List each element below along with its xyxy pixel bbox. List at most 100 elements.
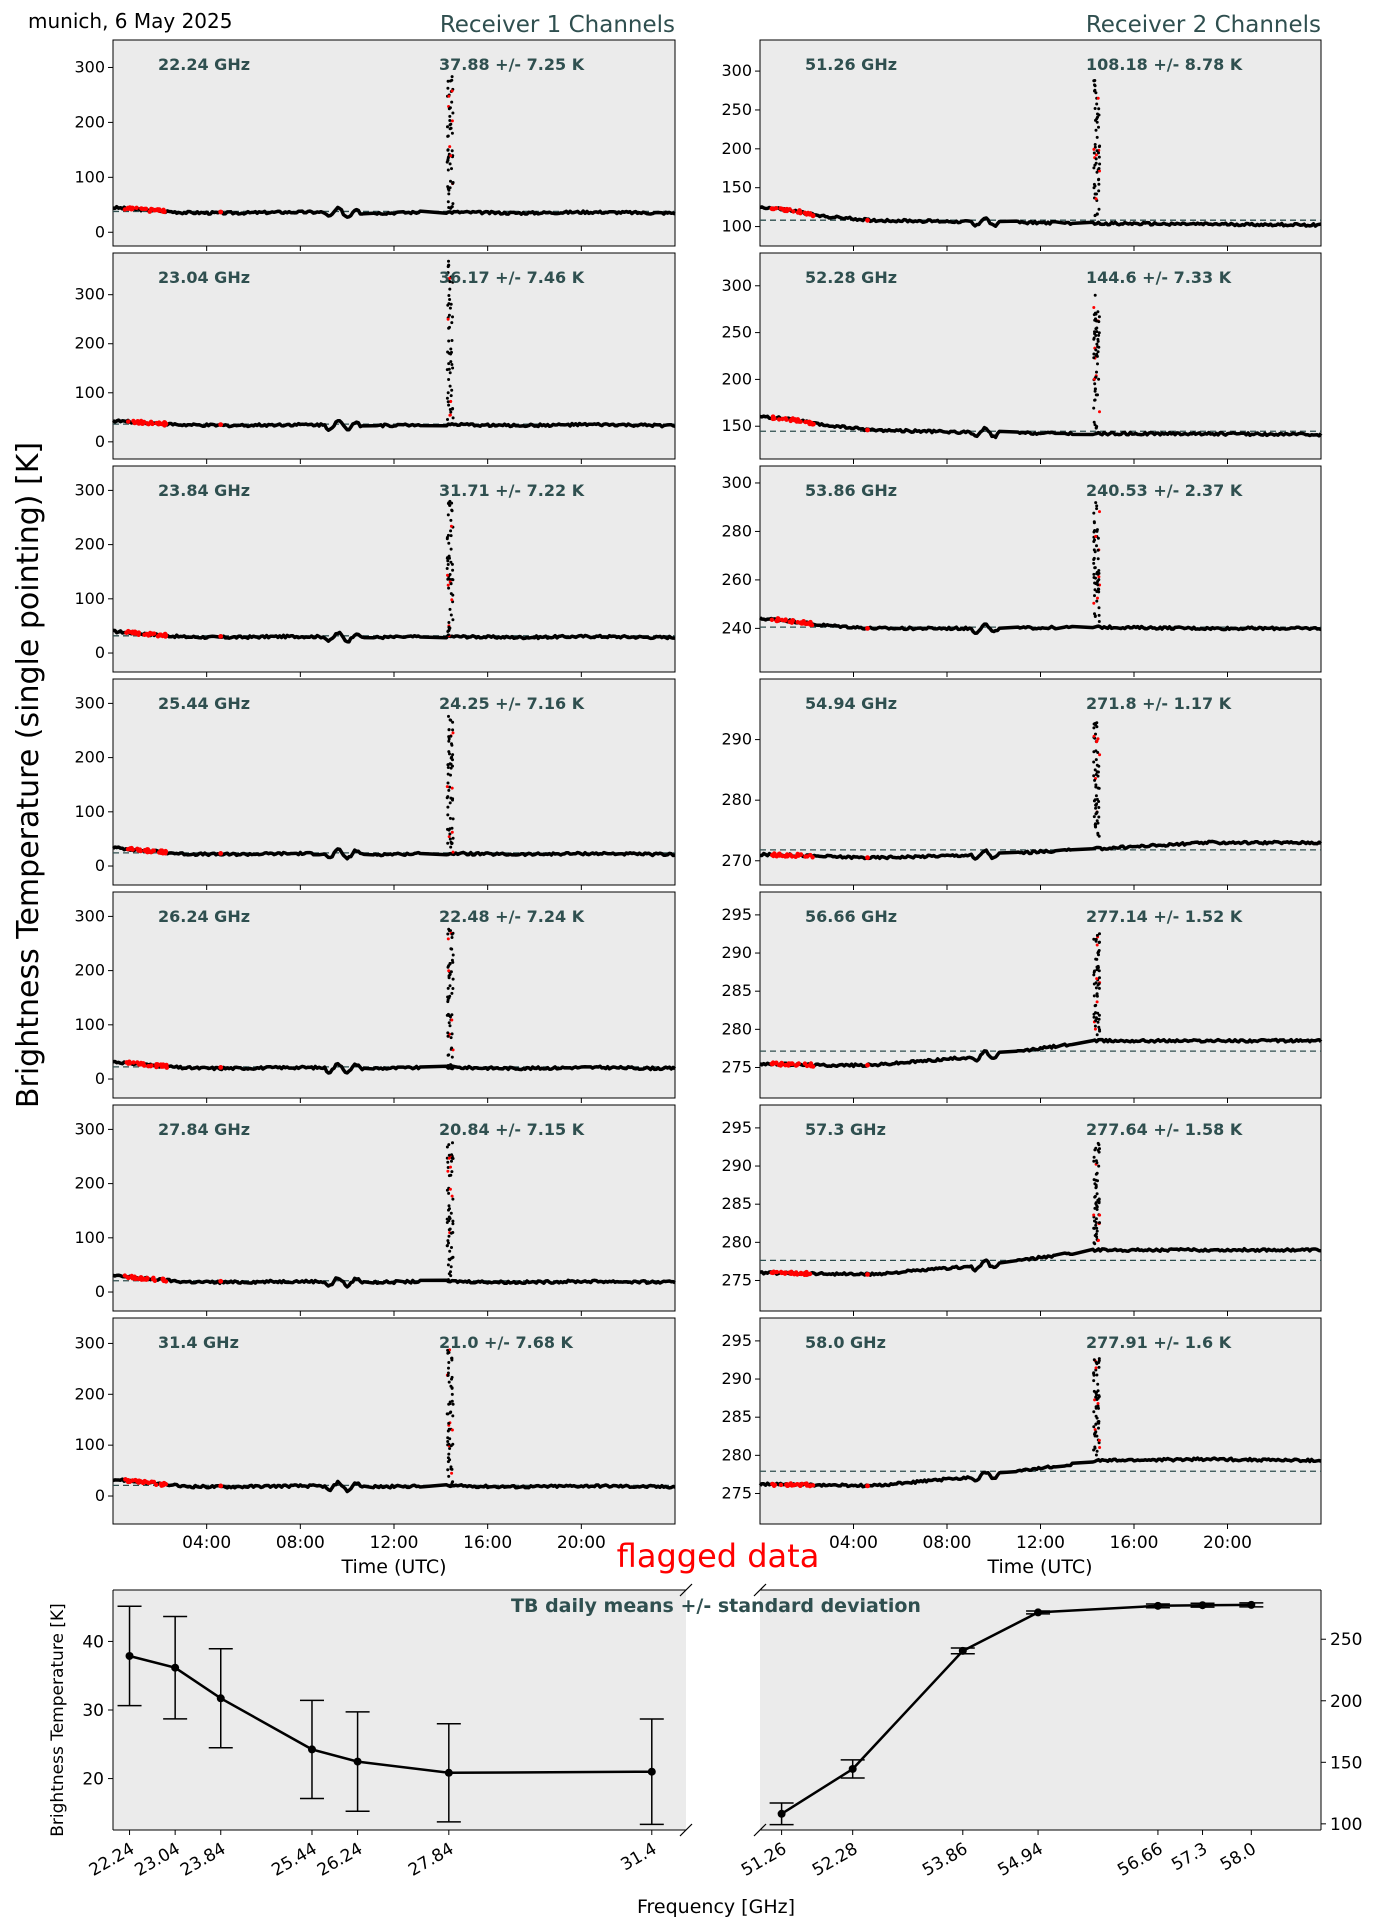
- channel-panel: 240 260 280 300 53.86 GHz 240.53 +/- 2.37 K: [721, 465, 1322, 677]
- flagged-point: [804, 212, 809, 217]
- spike-point: [447, 739, 451, 743]
- spike-point: [1094, 806, 1098, 810]
- spike-point: [1097, 800, 1101, 803]
- flagged-point: [161, 1480, 167, 1486]
- channel-frequency-label: 31.4 GHz: [158, 1333, 239, 1352]
- spike-point: [1097, 806, 1101, 809]
- spike-point: [446, 1412, 450, 1416]
- spike-point: [450, 1159, 453, 1163]
- spike-point: [446, 125, 449, 129]
- spike-point: [1095, 992, 1099, 996]
- spike-point: [446, 391, 450, 395]
- receiver2-title: Receiver 2 Channels: [1086, 12, 1321, 38]
- spike-point: [1093, 588, 1097, 592]
- time-tick-label: 16:00: [1110, 1533, 1159, 1553]
- series-line: [112, 1273, 676, 1289]
- spike-point: [1095, 1226, 1099, 1230]
- channel-panel: 0 100 200 300 04:00 08:00 12:00 16:00 20:00 31.4 …: [74, 1317, 676, 1553]
- spike-point: [450, 501, 454, 505]
- spike-point: [450, 119, 454, 123]
- spike-point: [1096, 1389, 1100, 1393]
- spike-point: [1092, 815, 1096, 819]
- flagged-point: [865, 855, 870, 861]
- spike-point: [449, 547, 453, 551]
- spike-point: [1098, 976, 1101, 980]
- flagged-point: [159, 1064, 165, 1069]
- spike-point: [446, 841, 450, 845]
- spike-point: [451, 977, 455, 981]
- spike-point: [446, 633, 450, 637]
- spike-point: [448, 1447, 452, 1450]
- flagged-point: [778, 1482, 784, 1488]
- spike-point: [1094, 1186, 1098, 1190]
- panel-frame: [112, 678, 676, 886]
- spike-point: [1092, 1372, 1096, 1376]
- y-tick-label: 295: [721, 1118, 752, 1137]
- spike-point: [1092, 973, 1096, 977]
- spike-point: [1093, 330, 1096, 334]
- series-line: [759, 1037, 1323, 1069]
- flagged-point: [148, 1064, 153, 1069]
- spike-point: [1092, 760, 1096, 764]
- spike-point: [450, 1481, 454, 1485]
- flagged-point: [783, 1270, 789, 1276]
- spike-point: [446, 200, 450, 204]
- spike-point: [448, 785, 452, 789]
- spike-point: [450, 149, 454, 153]
- spike-point: [446, 1468, 450, 1472]
- flagged-point: [798, 620, 803, 626]
- spike-point: [446, 265, 450, 269]
- spike-point: [446, 1034, 450, 1038]
- spike-point: [449, 1483, 453, 1487]
- channel-stat-label: 24.25 +/- 7.16 K: [439, 694, 585, 713]
- y-tick-label: 300: [74, 1333, 105, 1352]
- means-x-tick-label: 27.84: [405, 1839, 457, 1881]
- y-tick-label: 0: [95, 643, 105, 662]
- spike-point: [1092, 147, 1096, 151]
- spike-point: [451, 836, 455, 840]
- spike-point: [447, 969, 451, 973]
- spike-point: [1096, 557, 1100, 561]
- spike-point: [449, 79, 452, 83]
- spike-point: [446, 998, 450, 1002]
- spike-point: [447, 1234, 451, 1238]
- spike-point: [1096, 1396, 1100, 1400]
- flagged-point: [773, 1061, 778, 1066]
- spike-point: [450, 1055, 454, 1059]
- spike-point: [446, 781, 450, 785]
- spike-point: [1095, 1161, 1099, 1165]
- spike-point: [449, 122, 453, 126]
- channel-panel: 275 280 285 290 295 04:00 08:00 12:00 16:00 20:00…: [721, 1317, 1322, 1553]
- channel-stat-label: 144.6 +/- 7.33 K: [1086, 268, 1232, 287]
- spike-point: [450, 508, 454, 512]
- spike-point: [448, 837, 452, 841]
- spike-point: [446, 1160, 450, 1164]
- spike-point: [1094, 822, 1097, 826]
- spike-point: [446, 148, 450, 152]
- flagged-point: [788, 619, 794, 624]
- time-tick-label: 12:00: [1016, 1533, 1065, 1553]
- spike-point: [1096, 310, 1100, 314]
- spike-point: [1095, 977, 1099, 981]
- spike-point: [1092, 420, 1096, 424]
- spike-point: [1095, 1229, 1099, 1233]
- y-tick-label: 200: [74, 1174, 105, 1193]
- spike-point: [446, 932, 450, 936]
- spike-point: [451, 181, 455, 185]
- spike-point: [449, 534, 453, 538]
- spike-point: [1094, 1366, 1098, 1370]
- channel-panel: 0 100 200 300 22.24 GHz 37.88 +/- 7.25 K: [74, 39, 676, 251]
- mean-point: [444, 1768, 453, 1777]
- series-line: [759, 1246, 1322, 1277]
- spike-point: [450, 321, 454, 325]
- channel-panel: 0 100 200 300 27.84 GHz 20.84 +/- 7.15 K: [74, 1104, 676, 1316]
- channel-panel: 270 280 290 54.94 GHz 271.8 +/- 1.17 K: [721, 678, 1323, 890]
- y-tick-label: 295: [721, 905, 752, 924]
- spike-point: [1093, 798, 1097, 802]
- spike-point: [445, 1244, 449, 1248]
- spike-point: [1097, 764, 1101, 768]
- spike-point: [1095, 957, 1099, 961]
- channel-panel: 0 100 200 300 25.44 GHz 24.25 +/- 7.16 K: [74, 678, 676, 890]
- flagged-point: [218, 634, 224, 639]
- axis-break-mark: [679, 1823, 693, 1837]
